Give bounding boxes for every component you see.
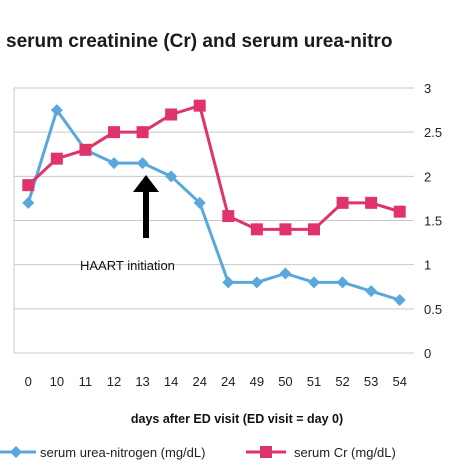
x-tick-label: 52: [335, 374, 349, 389]
data-point: [165, 108, 178, 121]
data-point: [365, 285, 378, 298]
legend-item-urea: serum urea-nitrogen (mg/dL): [0, 445, 205, 460]
data-point: [79, 143, 92, 156]
gridlines: [13, 87, 414, 354]
x-tick-label: 10: [50, 374, 64, 389]
data-point: [365, 196, 378, 209]
y-tick-label: 1.5: [424, 214, 442, 229]
x-tick-label: 50: [278, 374, 292, 389]
x-tick-label: 13: [135, 374, 149, 389]
series-creatinine: [22, 99, 406, 236]
x-tick-label: 49: [250, 374, 264, 389]
data-point: [250, 276, 263, 289]
data-point: [108, 157, 120, 170]
data-point: [136, 126, 149, 139]
arrow-shaft: [143, 188, 149, 238]
data-point: [222, 210, 235, 223]
y-tick-label: 0: [424, 346, 431, 361]
y-axis-ticks: 0 0.5 1 1.5 2 2.5 3: [424, 81, 442, 361]
x-tick-label: 24: [192, 374, 206, 389]
legend-item-cr: serum Cr (mg/dL): [246, 445, 396, 460]
legend: serum urea-nitrogen (mg/dL) serum Cr (mg…: [0, 445, 396, 460]
x-tick-label: 53: [364, 374, 378, 389]
data-point: [222, 276, 235, 289]
x-axis-label: days after ED visit (ED visit = day 0): [131, 412, 343, 426]
legend-label-urea: serum urea-nitrogen (mg/dL): [40, 445, 205, 460]
data-point: [193, 99, 206, 112]
y-tick-label: 3: [424, 81, 431, 96]
data-point: [136, 157, 149, 170]
legend-marker-cr: [260, 446, 272, 458]
legend-marker-urea: [10, 446, 22, 458]
y-tick-label: 2: [424, 169, 431, 184]
data-point: [393, 205, 406, 218]
series-line: [27, 104, 401, 231]
data-point: [193, 196, 206, 209]
data-point: [165, 170, 178, 183]
haart-annotation: HAART initiation: [80, 175, 175, 273]
x-axis-ticks: 0 10 11 12 13 14 24 24 49 50 51 52 53 54: [25, 374, 407, 389]
x-tick-label: 11: [79, 374, 93, 389]
data-point: [22, 196, 35, 209]
annotation-label: HAART initiation: [80, 258, 175, 273]
data-point: [279, 223, 292, 236]
y-tick-label: 0.5: [424, 302, 442, 317]
x-tick-label: 54: [392, 374, 406, 389]
data-point: [50, 104, 63, 117]
chart-title: serum creatinine (Cr) and serum urea-nit…: [6, 31, 392, 52]
series-layer: [22, 99, 406, 306]
data-point: [336, 196, 349, 209]
y-tick-label: 2.5: [424, 125, 442, 140]
legend-label-cr: serum Cr (mg/dL): [294, 445, 396, 460]
arrow-head: [133, 175, 159, 192]
data-point: [279, 267, 292, 280]
x-tick-label: 14: [164, 374, 178, 389]
data-point: [22, 179, 35, 192]
x-tick-label: 0: [25, 374, 32, 389]
x-tick-label: 24: [221, 374, 235, 389]
data-point: [250, 223, 263, 236]
data-point: [336, 276, 349, 289]
x-tick-label: 51: [307, 374, 321, 389]
data-point: [308, 223, 320, 236]
y-tick-label: 1: [424, 258, 431, 273]
data-point: [108, 126, 120, 139]
up-arrow-icon: [133, 175, 159, 238]
data-point: [50, 152, 63, 165]
data-point: [308, 276, 320, 289]
data-point: [393, 294, 406, 306]
x-tick-label: 12: [107, 374, 121, 389]
